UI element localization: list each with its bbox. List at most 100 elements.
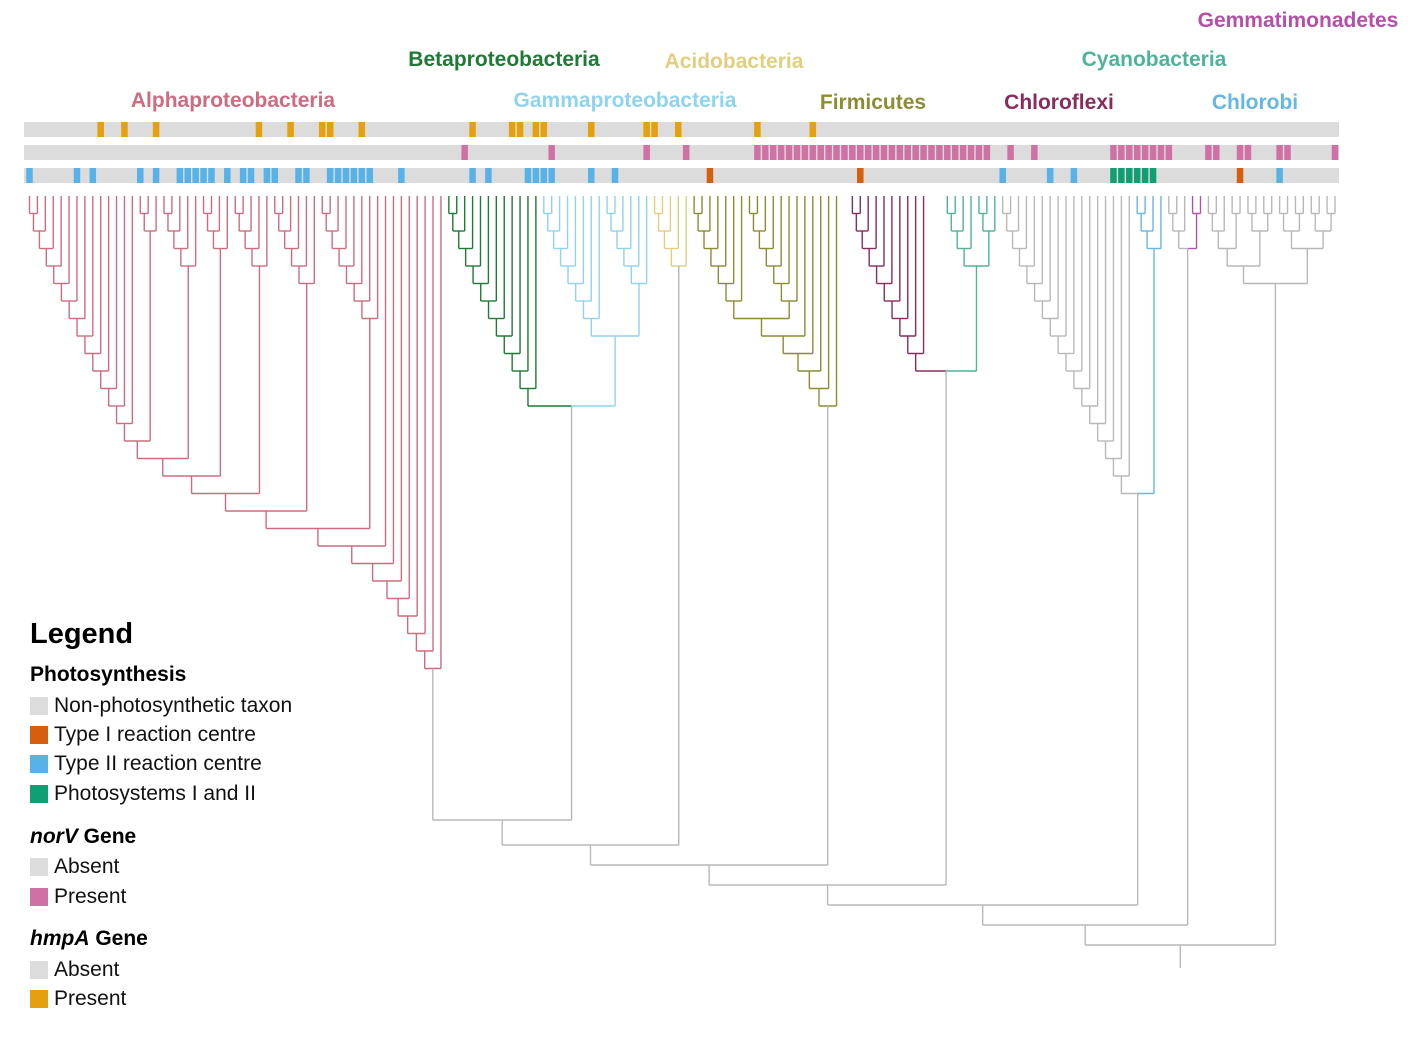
photosynthesis-cell — [1070, 168, 1078, 183]
hmpa-present-cell — [675, 122, 682, 137]
hmpa-present-cell — [651, 122, 658, 137]
photosynthesis-cell — [358, 168, 366, 183]
photosynthesis-cell — [706, 168, 714, 183]
swatch — [30, 726, 48, 745]
norv-present-cell — [1236, 145, 1244, 160]
legend: Legend Photosynthesis Non-photosynthetic… — [30, 618, 360, 1030]
hmpa-present-cell — [152, 122, 160, 137]
legend-item-label: Absent — [54, 855, 120, 879]
norv-present-cell — [1157, 145, 1165, 160]
norv-present-cell — [951, 145, 959, 160]
norv-present-cell — [920, 145, 927, 160]
legend-item-norv-absent: Absent — [30, 853, 360, 882]
legend-photosynthesis: Photosynthesis Non-photosynthetic taxon … — [30, 663, 360, 809]
photosynthesis-cell — [26, 168, 33, 183]
photosynthesis-cell — [334, 168, 342, 183]
legend-title: Legend — [30, 618, 134, 650]
tree-branches — [28, 196, 1336, 968]
norv-present-cell — [1165, 145, 1173, 160]
photosynthesis-cell — [73, 168, 81, 183]
photosynthesis-cell — [532, 168, 540, 183]
swatch — [30, 887, 48, 906]
norv-present-cell — [841, 145, 848, 160]
hmpa-present-cell — [516, 122, 524, 137]
norv-present-cell — [936, 145, 943, 160]
legend-item-non-photosynthetic: Non-photosynthetic taxon — [30, 691, 360, 720]
photosynthesis-cell — [208, 168, 215, 183]
norv-present-cell — [809, 145, 817, 160]
norv-present-cell — [785, 145, 793, 160]
norv-present-cell — [817, 145, 824, 160]
photosynthesis-cell — [1126, 168, 1133, 183]
legend-item-label: Photosystems I and II — [54, 781, 256, 805]
swatch — [30, 755, 48, 774]
photosynthesis-cell — [540, 168, 548, 183]
photosynthesis-cell — [366, 168, 373, 183]
legend-norv: norV Gene Absent Present — [30, 825, 360, 912]
photosynthesis-cell — [326, 168, 334, 183]
photosynthesis-cell — [524, 168, 532, 183]
norv-present-cell — [983, 145, 991, 160]
legend-item-hmpa-absent: Absent — [30, 955, 360, 984]
clade-label-gemmatimonadetes: Gemmatimonadetes — [1198, 9, 1399, 32]
norv-present-cell — [1213, 145, 1220, 160]
swatch — [30, 784, 48, 803]
norv-present-cell — [975, 145, 983, 160]
legend-item-photosystems: Photosystems I and II — [30, 779, 360, 808]
norv-present-cell — [825, 145, 832, 160]
norv-track — [24, 145, 1339, 160]
norv-present-cell — [1331, 145, 1339, 160]
norv-present-cell — [1149, 145, 1157, 160]
photosynthesis-cell — [137, 168, 144, 183]
legend-item-hmpa-present: Present — [30, 985, 360, 1014]
norv-present-cell — [912, 145, 919, 160]
norv-present-cell — [643, 145, 650, 160]
photosynthesis-cell — [999, 168, 1006, 183]
photosynthesis-cell — [263, 168, 271, 183]
norv-present-cell — [857, 145, 864, 160]
norv-present-cell — [754, 145, 761, 160]
clade-label-cyanobacteria: Cyanobacteria — [1082, 48, 1227, 71]
hmpa-present-cell — [508, 122, 516, 137]
norv-present-cell — [896, 145, 904, 160]
norv-present-cell — [944, 145, 951, 160]
norv-present-cell — [928, 145, 935, 160]
norv-present-cell — [888, 145, 896, 160]
clade-label-chlorobi: Chlorobi — [1212, 91, 1298, 114]
photosynthesis-cell — [1046, 168, 1054, 183]
photosynthesis-cell — [192, 168, 199, 183]
norv-present-cell — [880, 145, 888, 160]
norv-present-cell — [801, 145, 809, 160]
swatch — [30, 858, 48, 877]
legend-item-type-ii: Type II reaction centre — [30, 750, 360, 779]
hmpa-present-cell — [643, 122, 650, 137]
photosynthesis-cell — [548, 168, 555, 183]
legend-item-label: Absent — [54, 958, 120, 982]
legend-photosynthesis-heading: Photosynthesis — [30, 663, 187, 686]
norv-present-cell — [959, 145, 967, 160]
clade-label-chloroflexi: Chloroflexi — [1004, 91, 1114, 114]
norv-present-cell — [904, 145, 911, 160]
norv-present-cell — [548, 145, 555, 160]
norv-present-cell — [769, 145, 777, 160]
photosynthesis-cell — [485, 168, 492, 183]
photosynthesis-track — [24, 168, 1339, 183]
photosynthesis-cell — [239, 168, 247, 183]
legend-item-label: Type II reaction centre — [54, 752, 262, 776]
norv-present-cell — [682, 145, 690, 160]
swatch — [30, 696, 48, 715]
norv-present-cell — [461, 145, 468, 160]
photosynthesis-cell — [1110, 168, 1117, 183]
legend-hmpa-heading: hmpA Gene — [30, 927, 360, 951]
norv-present-cell — [1110, 145, 1117, 160]
clade-label-gammaproteobacteria: Gammaproteobacteria — [514, 89, 737, 112]
clade-label-acidobacteria: Acidobacteria — [665, 50, 804, 73]
photosynthesis-cell — [152, 168, 160, 183]
photosynthesis-cell — [1118, 168, 1125, 183]
hmpa-present-cell — [754, 122, 761, 137]
hmpa-present-cell — [540, 122, 548, 137]
hmpa-present-cell — [326, 122, 334, 137]
photosynthesis-cell — [295, 168, 302, 183]
hmpa-present-cell — [588, 122, 595, 137]
